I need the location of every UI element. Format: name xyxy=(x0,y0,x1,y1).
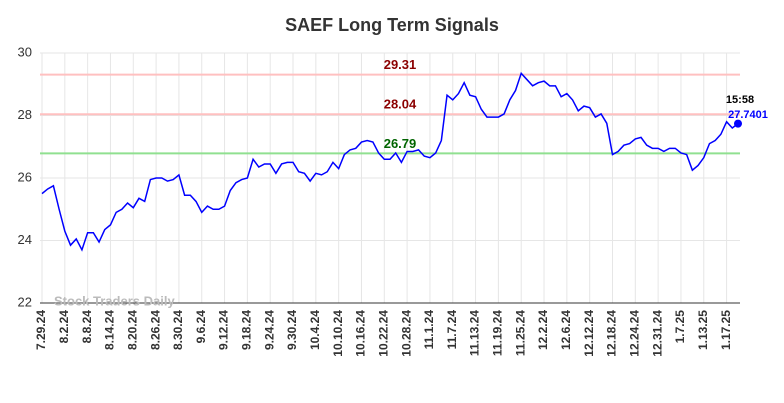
y-tick-label: 30 xyxy=(18,44,32,59)
x-tick-label: 9.12.24 xyxy=(217,310,231,350)
x-tick-label: 9.6.24 xyxy=(194,310,208,344)
y-tick-label: 22 xyxy=(18,294,32,309)
watermark: Stock Traders Daily xyxy=(54,293,175,308)
last-point xyxy=(734,119,742,128)
x-tick-label: 11.1.24 xyxy=(422,310,436,350)
x-tick-label: 10.22.24 xyxy=(376,310,390,357)
y-tick-label: 28 xyxy=(18,107,32,122)
price-line xyxy=(41,71,739,252)
x-tick-label: 10.16.24 xyxy=(354,310,368,357)
x-tick-label: 7.29.24 xyxy=(34,310,48,350)
x-tick-label: 11.25.24 xyxy=(513,310,527,356)
x-tick-label: 12.31.24 xyxy=(650,310,664,357)
x-tick-label: 8.2.24 xyxy=(57,310,71,344)
x-tick-label: 12.18.24 xyxy=(605,310,619,357)
x-tick-label: 8.30.24 xyxy=(171,310,185,350)
x-tick-label: 12.12.24 xyxy=(582,310,596,357)
signal-label: 26.79 xyxy=(384,136,417,151)
x-tick-label: 11.13.24 xyxy=(468,310,482,356)
x-tick-label: 12.6.24 xyxy=(559,310,573,350)
x-tick-label: 1.7.25 xyxy=(673,310,687,344)
x-tick-label: 10.4.24 xyxy=(308,310,322,350)
y-tick-label: 24 xyxy=(18,232,32,247)
x-tick-label: 8.26.24 xyxy=(148,310,162,350)
x-tick-label: 12.24.24 xyxy=(627,310,641,357)
signal-label: 28.04 xyxy=(384,97,417,112)
chart-title: SAEF Long Term Signals xyxy=(285,15,499,35)
x-tick-label: 8.14.24 xyxy=(103,310,117,350)
x-tick-label: 11.19.24 xyxy=(491,310,505,356)
x-tick-label: 9.30.24 xyxy=(285,310,299,350)
x-tick-label: 11.7.24 xyxy=(445,310,459,350)
x-tick-label: 1.17.25 xyxy=(719,310,733,350)
x-tick-label: 12.2.24 xyxy=(536,310,550,350)
y-tick-label: 26 xyxy=(18,169,32,184)
last-time: 15:58 xyxy=(726,94,754,106)
x-tick-label: 9.24.24 xyxy=(262,310,276,350)
last-value: 27.7401 xyxy=(728,109,768,121)
x-tick-label: 10.10.24 xyxy=(331,310,345,357)
signal-label: 29.31 xyxy=(384,57,417,72)
x-tick-label: 9.18.24 xyxy=(240,310,254,350)
x-tick-label: 1.13.25 xyxy=(696,310,710,350)
x-tick-label: 8.8.24 xyxy=(80,310,94,344)
x-tick-label: 10.28.24 xyxy=(399,310,413,357)
x-tick-label: 8.20.24 xyxy=(125,310,139,350)
